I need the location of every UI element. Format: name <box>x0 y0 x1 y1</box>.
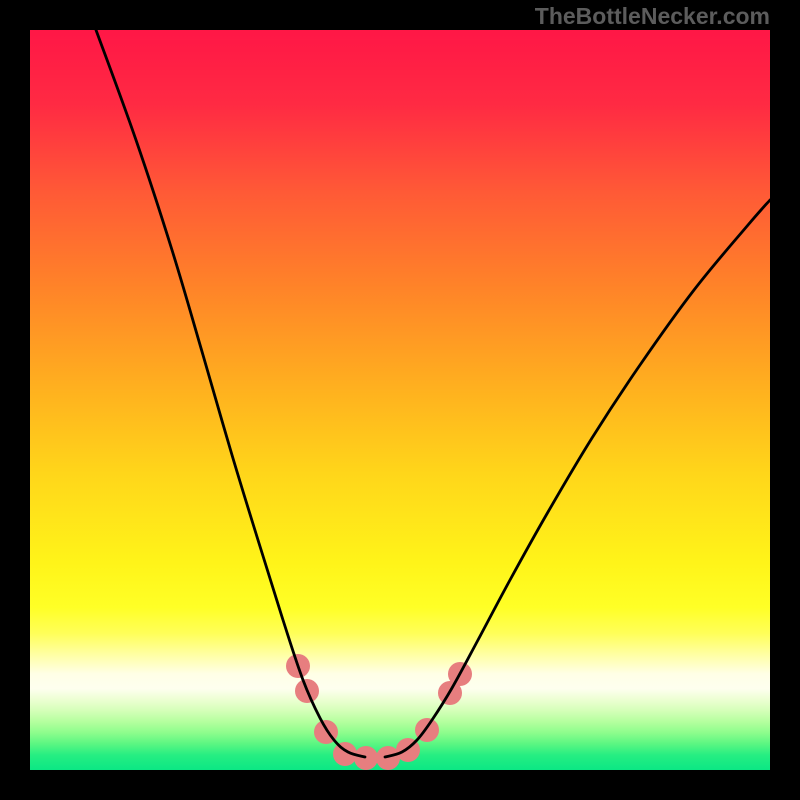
plot-background <box>30 30 770 770</box>
chart-frame: TheBottleNecker.com <box>0 0 800 800</box>
curve-marker <box>354 746 378 770</box>
watermark-text: TheBottleNecker.com <box>535 3 770 30</box>
bottleneck-chart-svg <box>0 0 800 800</box>
